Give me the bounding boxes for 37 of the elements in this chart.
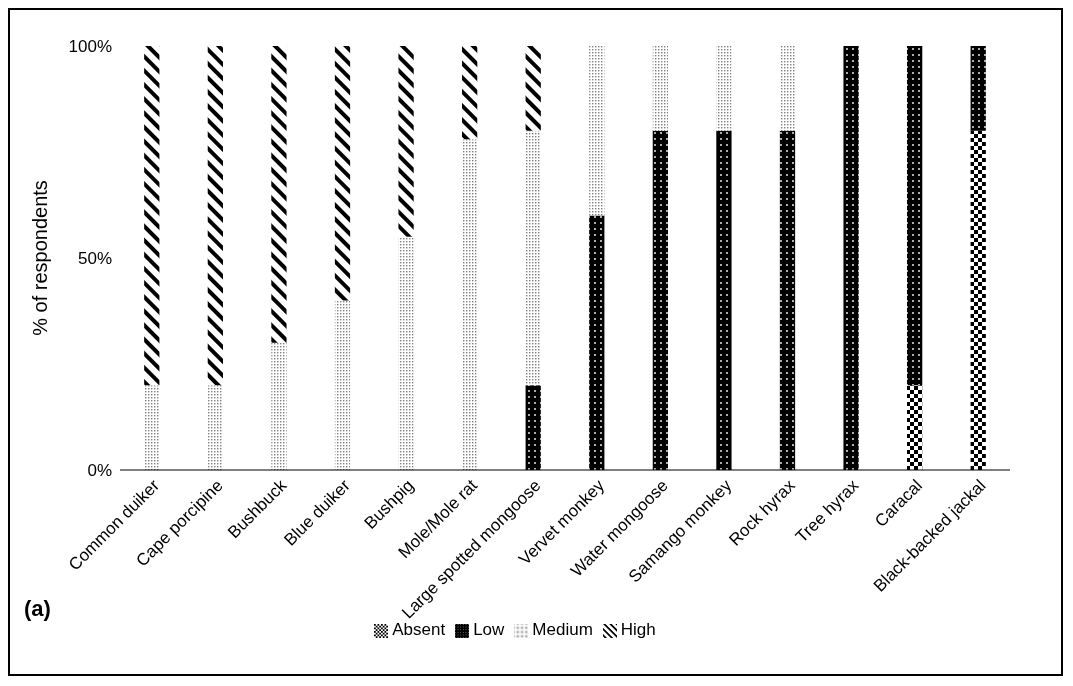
bar	[334, 46, 351, 301]
bar	[144, 385, 160, 470]
legend-label: Medium	[532, 620, 593, 639]
bar	[398, 236, 414, 470]
bar	[907, 385, 923, 470]
y-tick-label: 100%	[68, 37, 112, 57]
y-tick-label: 50%	[77, 249, 112, 269]
text: (a)	[24, 596, 51, 622]
bar	[271, 46, 287, 343]
bar	[779, 130, 796, 470]
bar	[970, 46, 986, 131]
bar	[271, 342, 287, 470]
bar	[716, 130, 732, 470]
bar	[589, 46, 605, 216]
bar	[716, 46, 732, 131]
bar	[970, 130, 986, 470]
bar	[525, 385, 541, 470]
bar	[334, 300, 351, 470]
legend-label: High	[620, 620, 656, 639]
bar	[207, 46, 223, 386]
bar	[652, 46, 668, 131]
legend-label: Low	[473, 620, 505, 639]
bar	[589, 215, 605, 470]
bar	[462, 46, 478, 140]
bar	[525, 46, 541, 131]
y-tick-label: 0%	[87, 461, 112, 481]
legend-label: Absent	[392, 620, 446, 639]
bar	[525, 130, 541, 386]
bar	[652, 130, 668, 470]
bar	[779, 46, 796, 131]
bar	[398, 46, 414, 237]
y-axis-title: % of respondents	[29, 180, 52, 336]
bar	[907, 46, 923, 386]
bar	[144, 46, 160, 386]
bar	[843, 46, 859, 470]
bar	[462, 139, 478, 470]
bar	[207, 385, 223, 470]
